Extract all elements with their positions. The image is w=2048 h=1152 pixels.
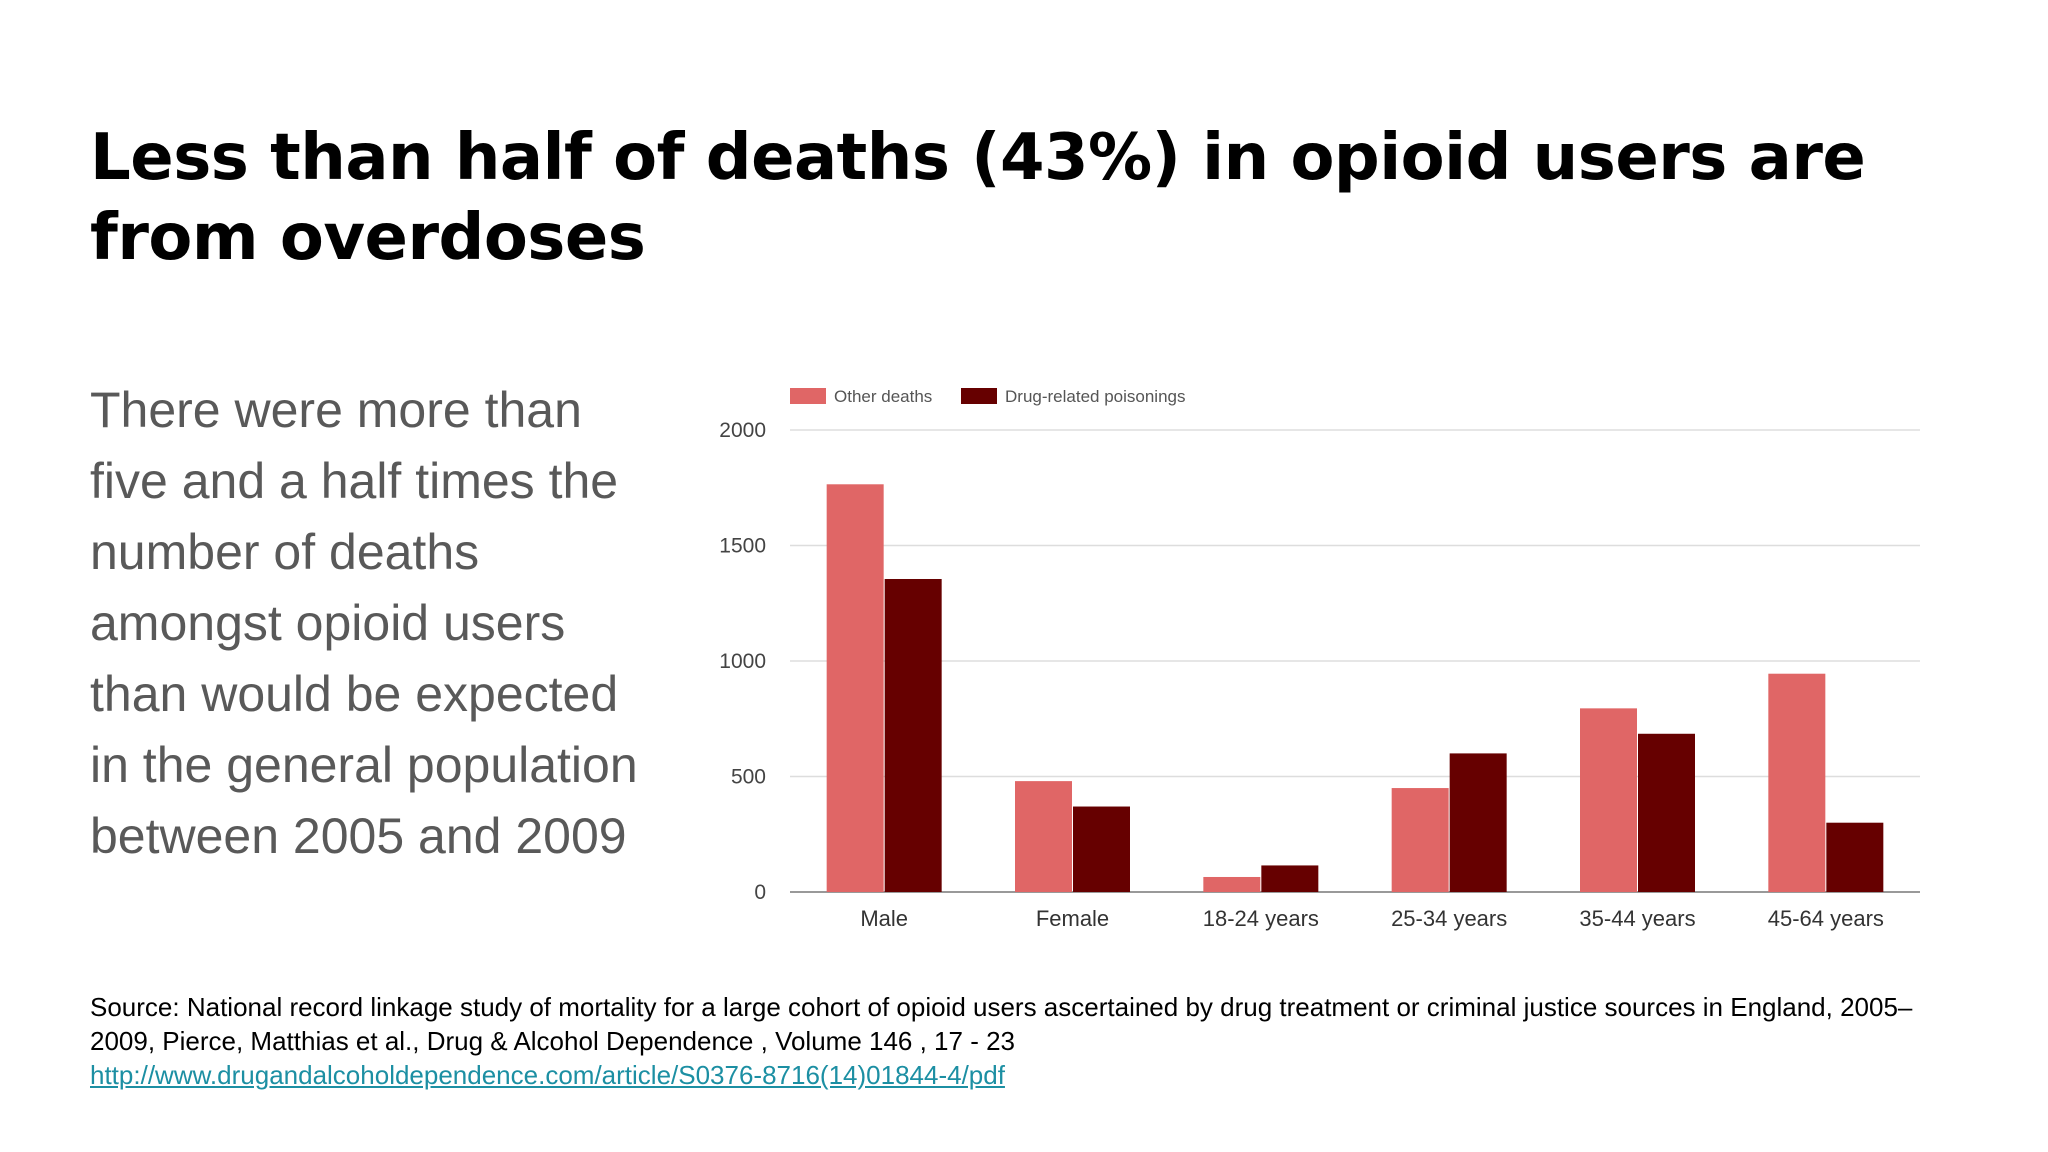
x-tick-label: Female [1036, 906, 1109, 931]
bar-other-deaths [1580, 708, 1637, 892]
bar-drug-related-poisonings [1826, 822, 1884, 892]
bar-other-deaths [1768, 673, 1826, 892]
body-text: There were more than five and a half tim… [90, 382, 638, 864]
bar-other-deaths [1203, 876, 1261, 892]
x-tick-label: 35-44 years [1579, 906, 1695, 931]
bar-drug-related-poisonings [1261, 865, 1319, 892]
x-tick-label: 45-64 years [1768, 906, 1884, 931]
x-tick-label: 18-24 years [1203, 906, 1319, 931]
y-tick-label: 500 [731, 766, 766, 789]
source-text: Source: National record linkage study of… [90, 992, 1913, 1056]
bar-other-deaths [1015, 781, 1072, 892]
y-tick-label: 1500 [719, 535, 766, 558]
legend-label: Other deaths [834, 387, 932, 406]
bar-drug-related-poisonings [1449, 753, 1507, 892]
legend-swatch-drug-related-poisonings [961, 388, 997, 404]
bar-drug-related-poisonings [1638, 733, 1695, 892]
source-link[interactable]: http://www.drugandalcoholdependence.com/… [90, 1060, 1005, 1090]
chart-svg: 0 500 1000 1500 2000 Male Female 18-24 years 25-… [719, 387, 1920, 931]
legend-swatch-other-deaths [790, 388, 826, 404]
y-tick-label: 1000 [719, 650, 766, 673]
bar-other-deaths [1391, 788, 1449, 892]
bar-drug-related-poisonings [884, 578, 942, 892]
x-tick-label: Male [860, 906, 908, 931]
bar-chart: 0 500 1000 1500 2000 Male Female 18-24 years 25-… [690, 370, 1950, 960]
bar-other-deaths [826, 484, 884, 892]
x-tick-label: 25-34 years [1391, 906, 1507, 931]
y-tick-label: 2000 [719, 419, 766, 442]
source-citation: Source: National record linkage study of… [90, 990, 1970, 1092]
slide-title: Less than half of deaths (43%) in opioid… [90, 121, 1866, 275]
y-tick-label: 0 [754, 881, 766, 904]
legend-label: Drug-related poisonings [1005, 387, 1186, 406]
bar-drug-related-poisonings [1073, 806, 1130, 892]
